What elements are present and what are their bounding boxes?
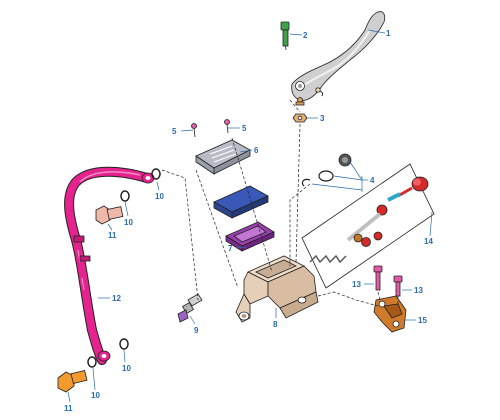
diaphragm [213,185,269,219]
label-2: 2 [303,31,308,40]
label-5-left: 5 [172,127,177,136]
copper-washers [87,168,161,368]
reservoir-cover [195,139,251,175]
clamp-screws [373,265,403,297]
lever-nut [292,113,308,123]
label-11-upper: 11 [108,231,117,240]
label-9: 9 [194,326,199,335]
label-4: 4 [370,176,375,185]
label-5-right: 5 [242,124,247,133]
label-13-left: 13 [352,280,361,289]
cover-screws [191,119,230,138]
label-8: 8 [273,320,278,329]
label-13-right: 13 [414,286,423,295]
label-1: 1 [386,29,391,38]
label-11-lower: 11 [64,404,73,413]
label-7: 7 [228,244,233,253]
brake-lever [291,11,386,101]
handlebar-clamp [373,295,407,333]
master-cylinder-body [235,255,319,323]
piston-assembly [301,163,435,289]
label-10-lower-right: 10 [122,364,131,373]
gasket [225,221,275,252]
banjo-bolt-upper [95,205,124,225]
assembly-guide-lines [161,99,399,307]
leader-lines [67,29,433,403]
banjo-bolt-lower [57,369,88,393]
label-12: 12 [112,294,121,303]
label-10-upper: 10 [124,218,133,227]
label-10-lower-left: 10 [91,391,100,400]
bleed-valve [177,293,203,323]
label-14: 14 [424,237,433,246]
label-10-top: 10 [155,192,164,201]
label-6: 6 [254,146,259,155]
label-15: 15 [418,316,427,325]
pivot-pin [280,21,290,51]
seals-and-circlip [301,153,352,187]
lever-pivot-fittings [295,97,305,106]
brake-hose [64,166,155,365]
label-3: 3 [320,114,325,123]
